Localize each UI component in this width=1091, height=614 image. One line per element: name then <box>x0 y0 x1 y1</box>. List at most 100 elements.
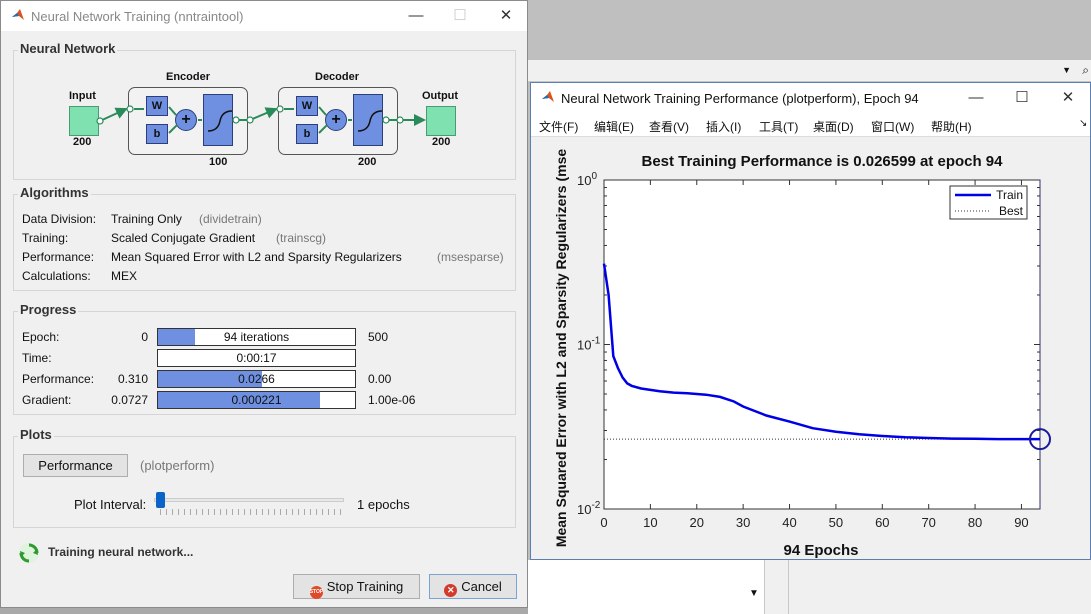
algorithms-section-title: Algorithms <box>18 185 91 200</box>
close-icon[interactable]: ✕ <box>1061 89 1075 106</box>
decoder-weight: W <box>296 96 318 116</box>
y-tick-label: 10-1 <box>577 336 601 353</box>
window-title: Neural Network Training (nntraintool) <box>31 9 244 24</box>
background-pane: ▼ <box>528 560 765 614</box>
y-tick-exponent: 0 <box>591 171 597 182</box>
cancel-icon: ✕ <box>444 584 458 597</box>
algo-label: Performance: <box>22 250 95 264</box>
output-node <box>426 106 456 136</box>
nntraintool-window: Neural Network Training (nntraintool) — … <box>0 0 528 608</box>
progress-label: Epoch: <box>22 330 60 344</box>
figure-area: 100 10-1 10-2 0 10 20 30 40 50 60 70 80 90 Train Best B… <box>531 138 1090 559</box>
title-bar[interactable]: Neural Network Training (nntraintool) — … <box>1 1 527 31</box>
x-tick-label: 20 <box>690 515 704 530</box>
algo-value: Training Only <box>111 212 182 226</box>
encoder-transfer-function <box>203 94 233 146</box>
menu-view[interactable]: 查看(V) <box>649 120 689 134</box>
y-tick-exponent: -1 <box>591 336 600 347</box>
plot-area <box>604 180 1040 509</box>
menu-desktop[interactable]: 桌面(D) <box>813 120 854 134</box>
progress-end: 0.00 <box>368 372 392 386</box>
background-toolbar: ▼ ⌕ <box>528 60 1091 82</box>
menu-help[interactable]: 帮助(H) <box>931 120 972 134</box>
algo-value: Scaled Conjugate Gradient <box>111 231 256 245</box>
y-tick-label: 100 <box>577 171 597 188</box>
encoder-label: Encoder <box>166 71 211 83</box>
train-line <box>602 263 1040 441</box>
decoder-transfer-function <box>353 94 383 146</box>
network-connectors <box>96 105 426 134</box>
training-status-icon <box>19 543 39 563</box>
performance-button[interactable]: Performance <box>23 454 128 477</box>
best-point-marker <box>1029 428 1051 451</box>
plots-section-title: Plots <box>18 427 54 442</box>
legend-best-label: Best <box>999 204 1024 218</box>
matlab-logo-icon <box>12 9 24 20</box>
maximize-icon[interactable]: ☐ <box>1015 89 1029 106</box>
plot-interval-track[interactable] <box>154 498 344 502</box>
decoder-bias: b <box>296 124 318 144</box>
minimize-icon[interactable]: — <box>408 7 424 24</box>
x-tick-label: 10 <box>643 515 657 530</box>
algo-note: (msesparse) <box>437 250 504 264</box>
cancel-button[interactable]: ✕ Cancel <box>429 574 517 599</box>
minimize-icon[interactable]: — <box>968 89 984 106</box>
encoder-size: 100 <box>209 156 228 168</box>
performance-note: (plotperform) <box>140 458 215 473</box>
menu-edit[interactable]: 编辑(E) <box>594 120 634 134</box>
x-axis-label: 94 Epochs <box>783 542 858 559</box>
slider-ticks <box>160 509 344 515</box>
scroll-down-icon[interactable]: ▼ <box>749 588 759 599</box>
toolbar-toggle-icon[interactable]: ↘ <box>1079 118 1088 129</box>
progress-end: 1.00e-06 <box>368 393 416 407</box>
algo-label: Data Division: <box>22 212 97 226</box>
dropdown-arrow-icon[interactable]: ▼ <box>1062 65 1071 75</box>
close-icon[interactable]: ✕ <box>499 7 513 24</box>
x-tick-label: 50 <box>829 515 843 530</box>
time-progress-text: 0:00:17 <box>236 351 277 365</box>
progress-start: 0.310 <box>117 372 148 386</box>
background-scrollbar[interactable] <box>765 560 789 614</box>
gradient-progress-bar: 0.000221 <box>157 391 356 409</box>
search-icon[interactable]: ⌕ <box>1082 63 1089 77</box>
stop-training-button[interactable]: STOP Stop Training <box>293 574 420 599</box>
progress-panel: Progress Epoch: 0 94 iterations 500 Time… <box>13 302 516 415</box>
plot-interval-value: 1 epochs <box>357 497 410 512</box>
progress-end: 500 <box>368 330 389 344</box>
progress-start: 0 <box>141 330 148 344</box>
menu-window[interactable]: 窗口(W) <box>871 120 915 134</box>
performance-progress-text: 0.0266 <box>238 372 275 386</box>
performance-progress-bar: 0.0266 <box>157 370 356 388</box>
epoch-progress-bar: 94 iterations <box>157 328 356 346</box>
legend-box <box>949 185 1028 220</box>
menu-insert[interactable]: 插入(I) <box>706 120 742 134</box>
maximize-icon: ☐ <box>453 7 467 24</box>
chart-title: Best Training Performance is 0.026599 at… <box>642 153 1004 170</box>
x-tick-label: 60 <box>875 515 889 530</box>
x-tick-label: 30 <box>736 515 750 530</box>
cancel-label: Cancel <box>461 579 502 594</box>
x-tick-label: 90 <box>1014 515 1028 530</box>
y-axis-label: Mean Squared Error with L2 and Sparsity … <box>553 149 569 548</box>
epoch-progress-text: 94 iterations <box>223 330 290 344</box>
progress-start: 0.0727 <box>111 393 148 407</box>
legend-train-label: Train <box>996 188 1023 202</box>
input-size: 200 <box>73 136 92 148</box>
algo-label: Training: <box>22 231 69 245</box>
plot-interval-slider[interactable] <box>156 492 165 508</box>
menu-tools[interactable]: 工具(T) <box>759 120 799 134</box>
stop-icon: STOP <box>309 586 323 599</box>
output-size: 200 <box>432 136 451 148</box>
progress-section-title: Progress <box>18 302 79 317</box>
y-tick-exponent: -2 <box>591 500 600 511</box>
gradient-progress-text: 0.000221 <box>231 393 282 407</box>
plot-title-bar[interactable]: Neural Network Training Performance (plo… <box>531 83 1090 113</box>
background-bottom-panel: ▼ <box>528 560 1091 614</box>
menu-file[interactable]: 文件(F) <box>539 120 579 134</box>
stop-training-label: Stop Training <box>326 579 404 594</box>
encoder-weight: W <box>146 96 168 116</box>
input-node <box>69 106 99 136</box>
matlab-logo-icon <box>542 91 554 102</box>
plot-frame <box>603 179 1041 510</box>
